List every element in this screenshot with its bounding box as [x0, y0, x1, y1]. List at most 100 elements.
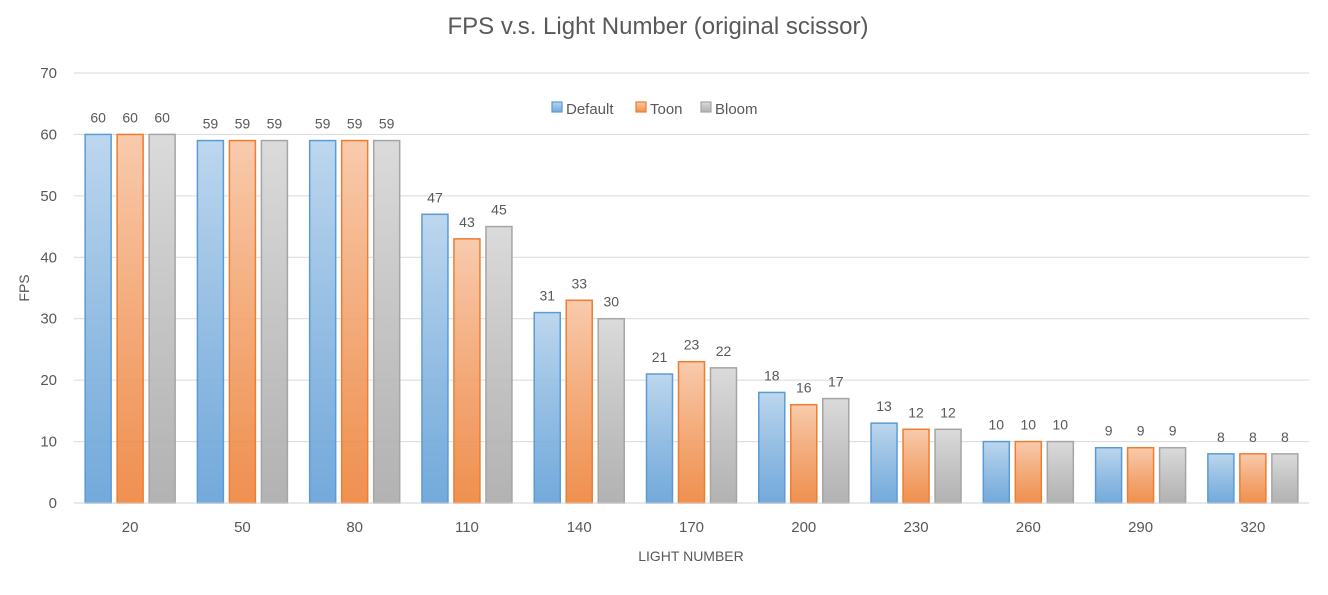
bar-bloom-140	[597, 317, 625, 504]
bar-toon-20	[116, 133, 144, 504]
y-tick-label: 10	[40, 434, 57, 451]
data-label: 59	[379, 116, 395, 132]
data-label: 59	[315, 116, 331, 132]
data-label: 60	[122, 109, 138, 125]
bar-toon-230	[902, 428, 930, 504]
bar-default-200	[758, 391, 786, 504]
y-tick-label: 0	[49, 495, 57, 512]
data-label: 9	[1169, 423, 1177, 439]
bar-toon-320	[1239, 453, 1267, 504]
bar-default-170	[645, 373, 674, 504]
data-label: 23	[684, 337, 700, 353]
bar-bloom-290	[1158, 446, 1187, 504]
data-label: 10	[1021, 417, 1037, 433]
data-label: 10	[989, 417, 1005, 433]
data-label: 17	[828, 374, 844, 390]
x-tick-label: 260	[1016, 519, 1041, 536]
bar-default-230	[870, 422, 898, 504]
data-label: 47	[427, 189, 443, 205]
y-tick-label: 40	[40, 249, 57, 266]
bar-default-260	[982, 440, 1011, 504]
bar-default-80	[308, 139, 337, 504]
y-axis-label: FPS	[16, 274, 32, 301]
x-tick-label: 230	[904, 519, 929, 536]
bar-toon-110	[453, 238, 481, 504]
bar-bloom-110	[485, 225, 513, 504]
x-tick-label: 320	[1240, 519, 1265, 536]
legend-label-bloom: Bloom	[715, 101, 758, 118]
data-label: 43	[459, 214, 475, 230]
x-tick-label: 110	[455, 519, 479, 536]
x-tick-label: 200	[791, 519, 816, 536]
y-tick-label: 20	[40, 372, 57, 389]
y-tick-label: 50	[40, 188, 57, 205]
legend: Default Toon Bloom	[551, 101, 758, 118]
data-label: 8	[1281, 429, 1289, 445]
bar-default-110	[421, 213, 449, 504]
x-axis-label: LIGHT NUMBER	[638, 548, 744, 564]
y-tick-label: 30	[40, 311, 57, 328]
data-label: 13	[876, 398, 892, 414]
bar-bloom-50	[260, 139, 289, 504]
data-label: 10	[1053, 417, 1069, 433]
legend-label-default: Default	[566, 101, 614, 118]
data-label: 33	[571, 275, 587, 291]
data-label: 59	[235, 116, 251, 132]
bar-default-290	[1094, 446, 1123, 504]
data-label: 59	[267, 116, 283, 132]
y-axis-ticks: 0 10 20 30 40 50 60 70	[40, 65, 57, 512]
legend-swatch-default	[551, 101, 563, 113]
data-label: 31	[539, 288, 555, 304]
bar-toon-260	[1014, 440, 1043, 504]
data-label: 8	[1249, 429, 1257, 445]
y-tick-label: 70	[40, 65, 57, 82]
data-label: 60	[154, 109, 170, 125]
data-label: 21	[652, 349, 668, 365]
x-tick-label: 170	[679, 519, 704, 536]
bar-default-320	[1207, 453, 1235, 504]
x-tick-label: 20	[122, 519, 139, 536]
data-label: 45	[491, 202, 507, 218]
bar-bloom-200	[822, 397, 850, 504]
bar-bloom-320	[1271, 453, 1299, 504]
legend-label-toon: Toon	[650, 101, 683, 118]
data-label: 8	[1217, 429, 1225, 445]
data-label: 16	[796, 380, 812, 396]
y-tick-label: 60	[40, 126, 57, 143]
bar-toon-290	[1126, 446, 1155, 504]
data-label: 59	[203, 116, 219, 132]
bar-toon-170	[677, 360, 706, 504]
data-label: 59	[347, 116, 363, 132]
data-label: 30	[603, 294, 619, 310]
bar-bloom-170	[709, 367, 738, 504]
bars	[84, 133, 1299, 504]
legend-swatch-bloom	[700, 101, 712, 113]
chart-title: FPS v.s. Light Number (original scissor)	[447, 13, 868, 40]
bar-default-20	[84, 133, 112, 504]
data-label: 12	[908, 404, 924, 420]
bar-toon-50	[228, 139, 257, 504]
x-tick-label: 80	[346, 519, 363, 536]
data-label: 9	[1105, 423, 1113, 439]
bar-toon-80	[340, 139, 369, 504]
data-labels: 60 60 60 59 59 59 59 59 59 47 43 45 31 33 30 21 23 22 18 16…	[90, 109, 1289, 444]
bar-toon-140	[565, 299, 593, 504]
data-label: 12	[940, 404, 956, 420]
bar-default-50	[196, 139, 225, 504]
x-axis-ticks: 20 50 80 110 140 170 200 230 260 290 320	[122, 519, 1266, 536]
bar-bloom-20	[148, 133, 176, 504]
x-tick-label: 290	[1128, 519, 1153, 536]
x-tick-label: 50	[234, 519, 251, 536]
bar-toon-200	[790, 403, 818, 504]
x-tick-label: 140	[567, 519, 592, 536]
data-label: 9	[1137, 423, 1145, 439]
bar-bloom-80	[372, 139, 401, 504]
bar-default-140	[533, 311, 561, 504]
data-label: 18	[764, 367, 780, 383]
data-label: 60	[90, 109, 106, 125]
bar-bloom-230	[934, 428, 962, 504]
legend-swatch-toon	[635, 101, 647, 113]
data-label: 22	[716, 343, 732, 359]
